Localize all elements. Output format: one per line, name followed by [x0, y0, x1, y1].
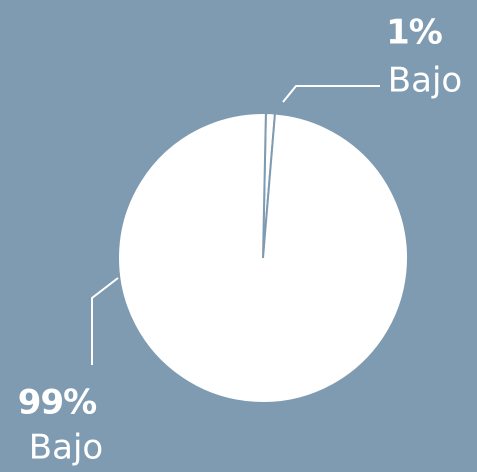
pie-slice: [117, 112, 409, 404]
leader-line: [282, 85, 380, 103]
data-label: 1%: [386, 13, 442, 53]
category-label: Bajo: [388, 61, 462, 101]
data-label: 99%: [18, 383, 96, 423]
category-label: Bajo: [29, 428, 103, 468]
leader-line: [91, 277, 119, 365]
